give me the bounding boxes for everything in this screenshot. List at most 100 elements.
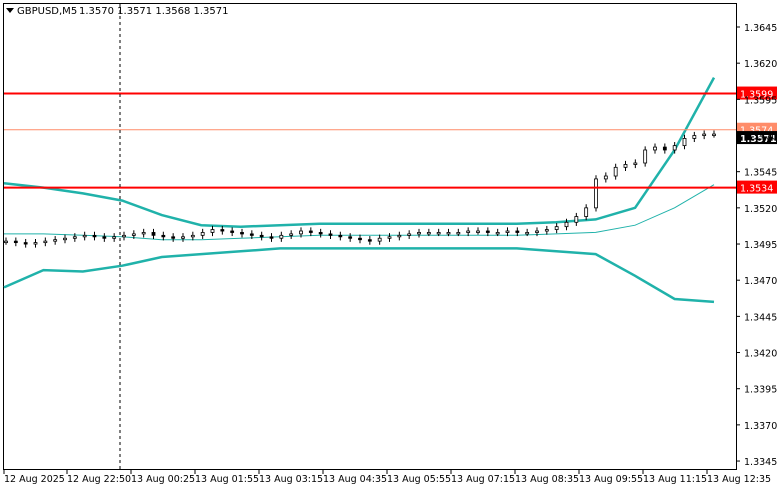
candle-body — [377, 237, 382, 242]
candle-body — [603, 175, 608, 180]
candle-body — [210, 229, 215, 233]
candle-body — [141, 232, 146, 235]
price-tick-label: 1.3495 — [744, 240, 777, 251]
time-tick-label: 13 Aug 03:15 — [259, 474, 323, 485]
time-tick-label: 13 Aug 00:25 — [131, 474, 195, 485]
current-price-tag — [737, 131, 777, 145]
candle-body — [230, 230, 235, 233]
candle-body — [564, 221, 569, 228]
candle-body — [190, 234, 195, 238]
candle-body — [426, 232, 431, 235]
candle-body — [308, 230, 313, 233]
time-axis: 12 Aug 2025 12 Aug 22:50 13 Aug 00:25 13 Au… — [3, 469, 771, 485]
candle-body — [259, 234, 264, 238]
candle-body — [63, 237, 67, 241]
candle-body — [672, 145, 677, 151]
ohlc-values: 1.3570 1.3571 1.3568 1.3571 — [79, 6, 229, 17]
candle-body — [338, 234, 343, 238]
time-tick-label: 13 Aug 01:55 — [195, 474, 259, 485]
candle-body — [466, 230, 471, 233]
candle-body — [240, 232, 244, 235]
candle-body — [358, 237, 362, 241]
candle-body — [702, 133, 707, 136]
candle-body — [299, 230, 303, 235]
candle-body — [505, 230, 510, 233]
candle-body — [53, 239, 58, 242]
time-tick-label: 13 Aug 08:35 — [515, 474, 579, 485]
candle-body — [544, 229, 549, 232]
candle-body — [407, 233, 412, 236]
candle-body — [662, 146, 667, 151]
candle-body — [456, 232, 461, 235]
candle-body — [446, 232, 451, 235]
level-price-label: 1.3534 — [740, 184, 773, 195]
candle-body — [72, 236, 77, 239]
candle-body — [13, 240, 18, 244]
candle-body — [122, 234, 126, 238]
candle-body — [712, 133, 716, 136]
price-tick-label: 1.3620 — [744, 59, 777, 70]
candle-body — [692, 135, 697, 139]
dropdown-triangle-icon[interactable] — [6, 8, 14, 13]
candle-body — [43, 240, 48, 244]
candle-body — [181, 236, 185, 239]
candle-body — [171, 236, 176, 239]
price-tick-label: 1.3395 — [744, 385, 777, 396]
time-tick-label: 13 Aug 04:35 — [323, 474, 387, 485]
candle-body — [623, 164, 628, 168]
candle-body — [102, 236, 107, 239]
price-tick-label: 1.3345 — [744, 457, 777, 468]
candle-body — [515, 230, 520, 233]
price-tick-label: 1.3370 — [744, 421, 777, 432]
bollinger-lower-band — [3, 247, 715, 304]
time-tick-label: 13 Aug 09:55 — [579, 474, 643, 485]
current-price-label: 1.3571 — [740, 134, 777, 145]
candle-body — [151, 232, 156, 236]
price-tick-label: 1.3645 — [744, 23, 777, 34]
price-tick-label: 1.3420 — [744, 349, 777, 360]
bollinger-upper-band — [3, 77, 716, 228]
candle-body — [613, 166, 618, 177]
level-price-tag — [737, 86, 777, 100]
candle-body — [476, 230, 480, 233]
candle-body — [131, 233, 136, 236]
candle-body — [682, 138, 687, 147]
candle-body — [279, 234, 284, 239]
candle-body — [554, 226, 559, 230]
price-tick-label: 1.3570 — [744, 132, 777, 143]
candle-body — [23, 242, 28, 245]
candle-body — [92, 234, 97, 238]
price-tick-label: 1.3445 — [744, 312, 777, 323]
candle-body — [436, 232, 441, 235]
candle-body — [584, 207, 589, 217]
time-tick-label: 13 Aug 12:35 — [707, 474, 771, 485]
candle-body — [33, 242, 38, 245]
candle-body — [535, 230, 539, 233]
candle-body — [82, 234, 87, 238]
candle-body — [200, 232, 205, 236]
candle-body — [249, 233, 254, 236]
time-tick-label: 13 Aug 11:15 — [643, 474, 707, 485]
candle-body — [653, 146, 657, 151]
level-price-label: 1.3599 — [740, 90, 773, 101]
candles — [4, 130, 716, 248]
candle-body — [485, 230, 490, 233]
candle-body — [633, 162, 638, 165]
time-tick-label: 12 Aug 22:50 — [67, 474, 131, 485]
symbol-label: GBPUSD,M5 — [17, 6, 77, 17]
candle-body — [4, 240, 8, 244]
price-tick-label: 1.3470 — [744, 276, 777, 287]
candle-body — [643, 149, 648, 164]
candle-body — [525, 232, 530, 235]
time-tick-label: 13 Aug 07:15 — [451, 474, 515, 485]
candle-body — [220, 229, 225, 232]
price-tick-label: 1.3545 — [744, 168, 777, 179]
price-tick-label: 1.3520 — [744, 204, 777, 215]
candle-body — [367, 239, 372, 242]
candle-body — [387, 236, 392, 239]
candle-body — [574, 216, 579, 223]
price-tick-label: 1.3595 — [744, 95, 777, 106]
